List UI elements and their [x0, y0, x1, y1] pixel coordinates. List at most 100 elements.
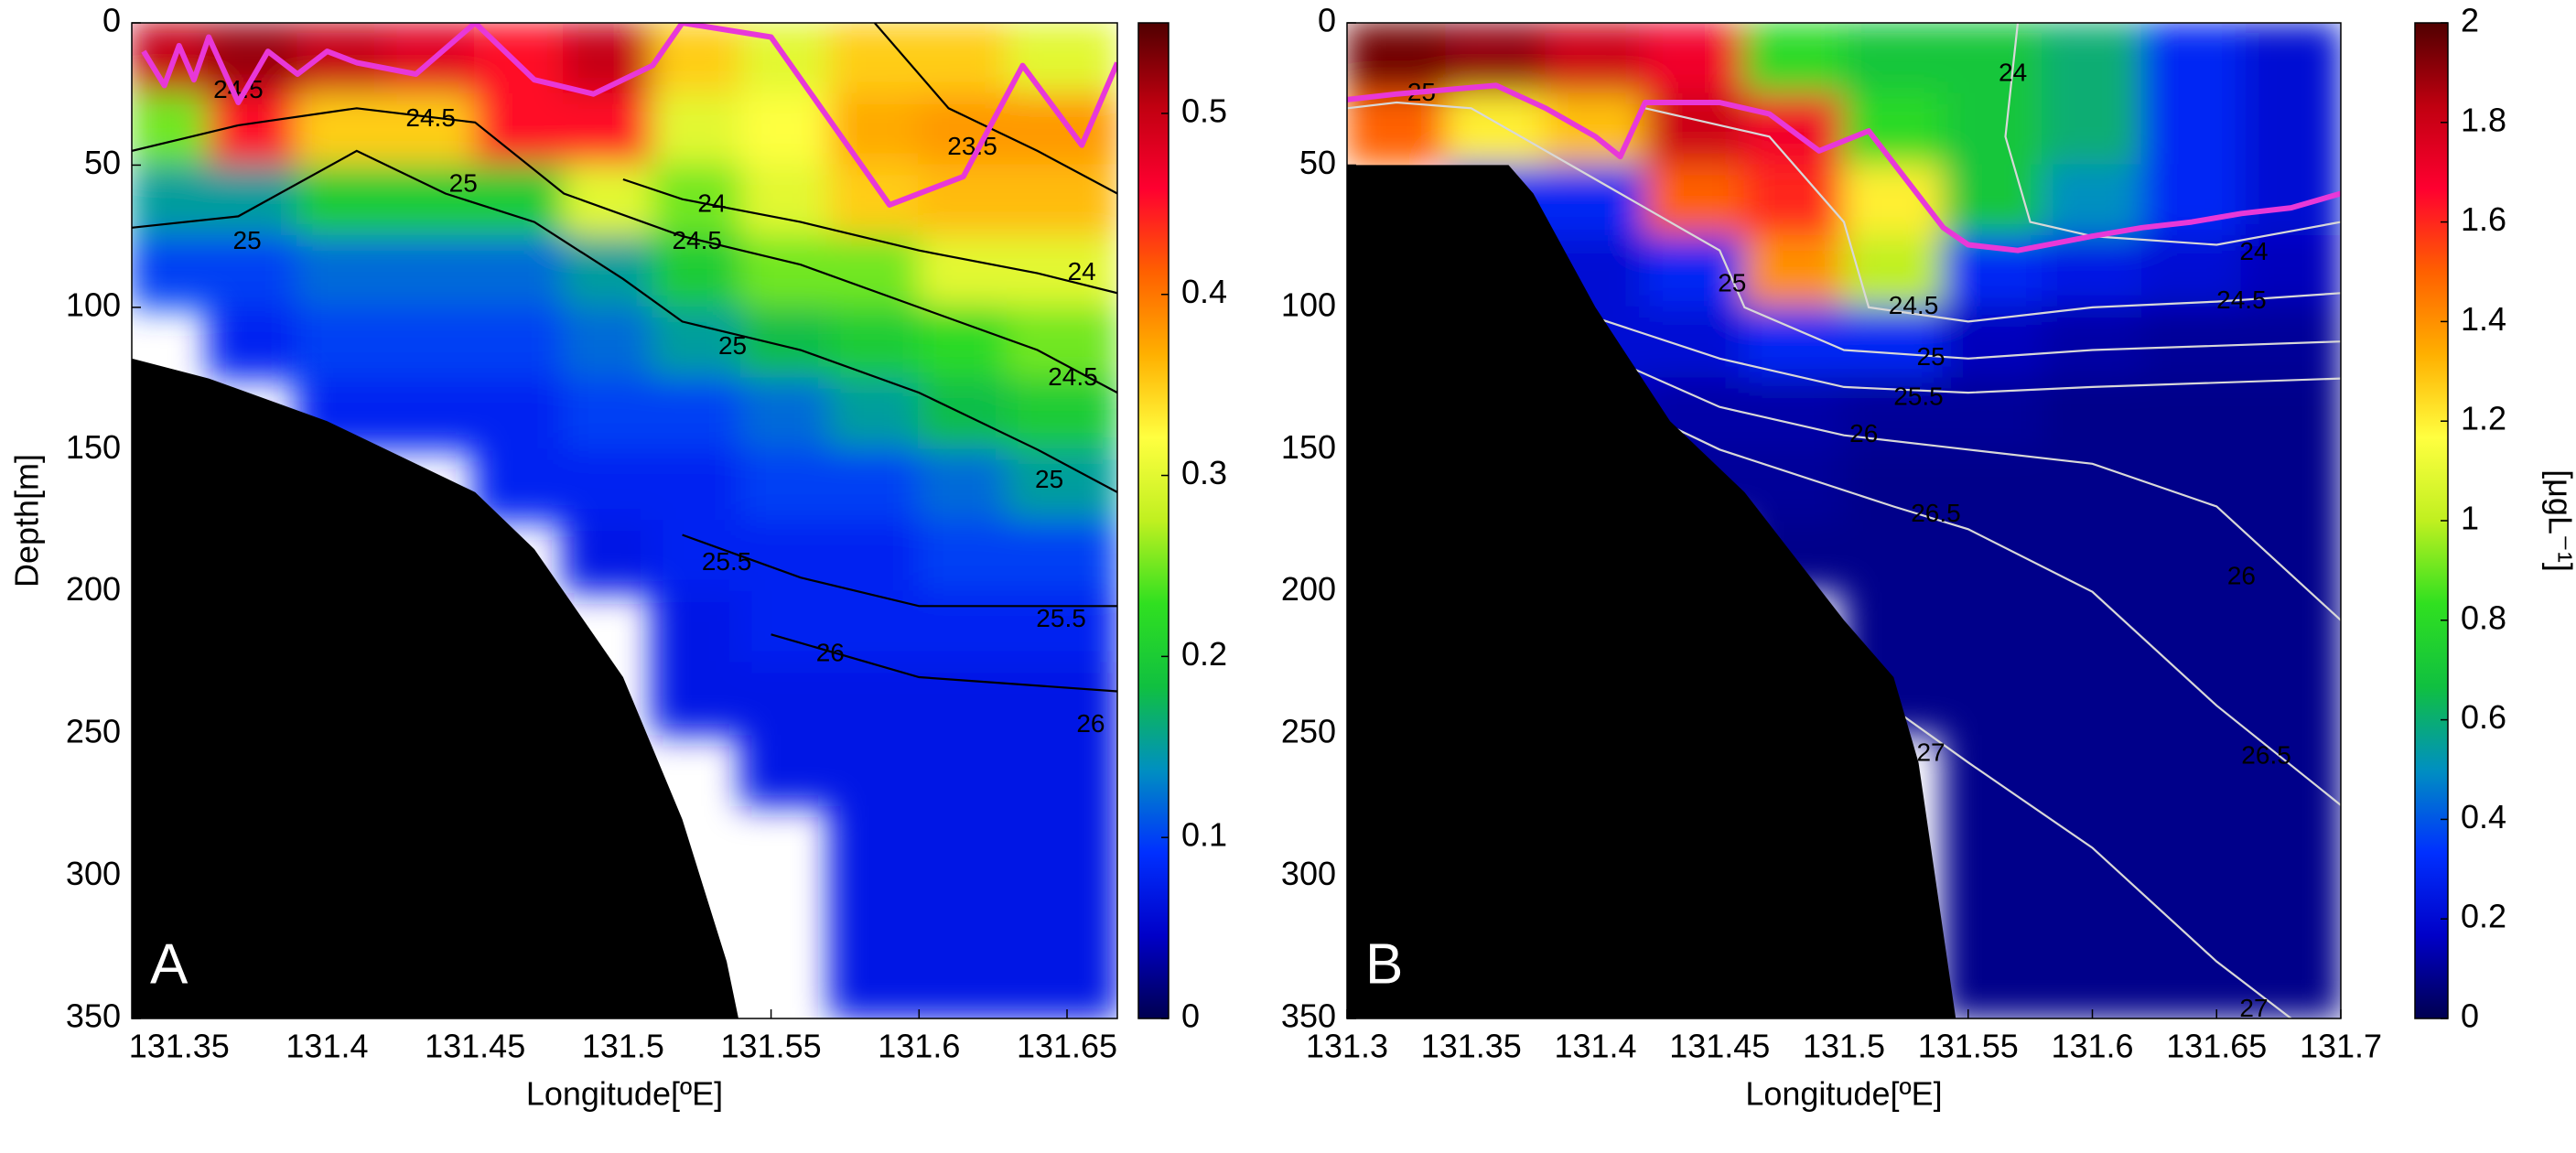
contour-label: 26.5	[1911, 499, 1961, 527]
heat-cell	[132, 92, 210, 167]
heat-cell	[385, 306, 477, 380]
heat-cell	[740, 590, 832, 664]
heat-cell	[829, 662, 921, 736]
heat-cell	[2042, 590, 2143, 664]
heat-cell	[2140, 733, 2243, 806]
heat-cell	[1843, 448, 1945, 522]
y-tick-label: 200	[66, 570, 121, 608]
contour-line	[1868, 690, 2292, 1018]
heat-cell	[740, 235, 832, 308]
heat-cell	[563, 520, 654, 593]
y-tick-label: 50	[84, 144, 121, 181]
colorbar-tick-label: 1.6	[2461, 200, 2506, 238]
contour-label: 25	[449, 169, 478, 198]
contour-label: 25.5	[1893, 383, 1944, 411]
heat-cell	[652, 92, 743, 167]
heat-cell	[296, 164, 388, 238]
heat-cell	[2240, 92, 2341, 167]
heat-cell	[474, 377, 566, 451]
y-axis-label: Depth[m]	[8, 454, 46, 587]
y-tick-label: 50	[1299, 144, 1336, 181]
heat-cell	[296, 235, 388, 308]
heat-cell	[1545, 92, 1646, 167]
x-tick-label: 131.65	[1017, 1028, 1117, 1065]
colorbar-tick-label: 1	[2461, 500, 2479, 537]
heat-cell	[918, 733, 1009, 806]
heat-cell	[2140, 92, 2243, 167]
heat-cell	[2240, 803, 2341, 878]
heat-cell	[1007, 662, 1117, 736]
contour-line	[132, 107, 1117, 394]
heat-cell	[2240, 448, 2341, 522]
y-tick-label: 250	[1281, 713, 1336, 750]
plot-area: 25252524.524.5242425.525.526262626.526.5…	[1347, 23, 2341, 1018]
heat-cell	[2140, 520, 2243, 593]
heat-cell	[2240, 520, 2341, 593]
heat-cell	[2140, 590, 2243, 664]
heat-cell	[2140, 235, 2243, 308]
heat-cell	[918, 803, 1009, 1018]
heat-cell	[1007, 235, 1117, 308]
heat-cell	[740, 377, 832, 451]
x-tick-label: 131.5	[582, 1028, 664, 1065]
heat-cell	[1942, 448, 2044, 522]
contour-label: 24	[1999, 58, 2027, 86]
heat-cell	[132, 235, 210, 308]
contour-label: 26	[2227, 562, 2256, 590]
heat-cell	[563, 448, 654, 522]
y-tick-label: 300	[1281, 855, 1336, 892]
heat-cell	[1843, 23, 1945, 95]
heat-cell	[385, 235, 477, 308]
x-tick-label: 131.55	[1918, 1028, 2019, 1065]
y-tick-label: 100	[1281, 286, 1336, 323]
heat-cell	[1843, 92, 1945, 167]
heat-cell	[563, 164, 654, 238]
contour-label: 25.5	[702, 547, 752, 576]
contour-line	[682, 533, 1117, 608]
panel-label: A	[150, 932, 189, 996]
heat-cell	[474, 235, 566, 308]
contour-label: 26	[1849, 419, 1878, 447]
heat-cell	[652, 662, 743, 736]
heat-cell	[918, 23, 1009, 95]
y-tick-label: 0	[1318, 2, 1336, 39]
heat-cell	[563, 306, 654, 380]
heat-cell	[2140, 662, 2243, 736]
heat-cell	[2042, 235, 2143, 308]
heat-cell	[1843, 235, 1945, 308]
heat-cell	[2042, 946, 2143, 1018]
colorbar-tick-label: 0.5	[1181, 92, 1227, 129]
heat-cell	[2042, 520, 2143, 593]
contour-line	[622, 178, 1117, 295]
seafloor	[132, 358, 739, 1018]
x-tick-label: 131.5	[1803, 1028, 1885, 1065]
x-axis-label: Longitude[ºE]	[526, 1075, 723, 1113]
contour-label: 25	[718, 331, 747, 360]
heat-cell	[2042, 662, 2143, 736]
heat-cell	[2240, 164, 2341, 238]
contour-line	[873, 23, 1117, 195]
heat-cell	[1007, 448, 1117, 522]
colorbar-tick-label: 1.8	[2461, 101, 2506, 138]
heat-cell	[740, 448, 832, 522]
heat-cell	[474, 306, 566, 380]
heat-cell	[1644, 164, 1746, 238]
y-tick-label: 0	[102, 2, 121, 39]
heat-cell	[829, 448, 921, 522]
heat-cell	[829, 733, 921, 806]
heat-cell	[208, 164, 299, 238]
heat-cell	[474, 92, 566, 167]
heat-cell	[1644, 306, 1746, 380]
heat-cell	[829, 803, 921, 1018]
colorbar-tick-label: 0.2	[2461, 898, 2506, 935]
heat-cell	[2240, 733, 2341, 806]
heat-cell	[1843, 306, 1945, 380]
contour-line	[1545, 329, 2341, 621]
heat-cell	[1743, 377, 1845, 451]
contour-label: 25	[233, 226, 262, 254]
contour-label: 24	[1068, 257, 1096, 286]
heat-cell	[2140, 23, 2243, 95]
colorbar-tick-label: 0.3	[1181, 454, 1227, 491]
heat-cell	[2042, 306, 2143, 380]
heat-cell	[385, 164, 477, 238]
